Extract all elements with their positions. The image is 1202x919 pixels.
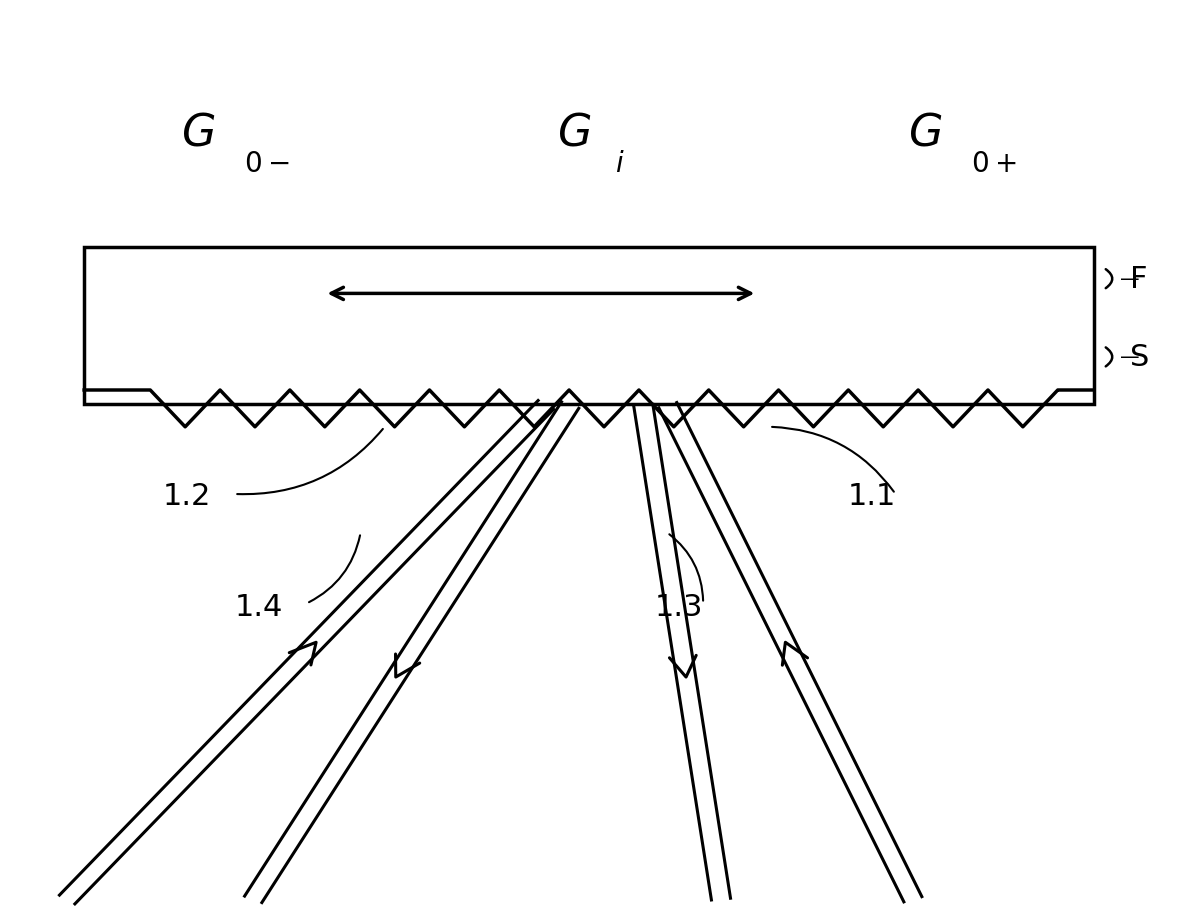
- Text: 1.4: 1.4: [234, 592, 282, 621]
- Bar: [84, 248, 1094, 404]
- Text: $0-$: $0-$: [244, 150, 290, 177]
- Text: $0+$: $0+$: [971, 150, 1017, 177]
- Text: —: —: [1120, 348, 1139, 367]
- Text: S: S: [1130, 343, 1149, 372]
- Text: —: —: [1120, 270, 1139, 289]
- Text: $i$: $i$: [615, 150, 625, 177]
- Text: $G$: $G$: [558, 112, 591, 154]
- Text: 1.1: 1.1: [847, 482, 895, 511]
- Text: $G$: $G$: [909, 112, 942, 154]
- Text: F: F: [1130, 265, 1148, 294]
- Text: $G$: $G$: [182, 112, 215, 154]
- Text: 1.2: 1.2: [162, 482, 210, 511]
- Text: 1.3: 1.3: [655, 592, 703, 621]
